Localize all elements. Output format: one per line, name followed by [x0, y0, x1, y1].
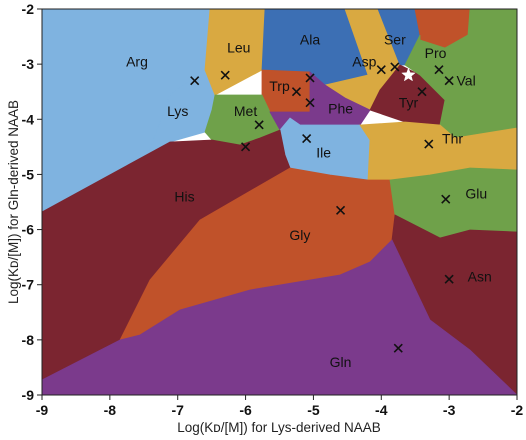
region-label-glu: Glu: [465, 186, 487, 202]
marker-asn: [444, 274, 454, 284]
plot-frame: [41, 8, 518, 396]
region-label-phe: Phe: [328, 100, 353, 116]
x-tick-label: -3: [443, 402, 456, 418]
region-label-his: His: [174, 188, 194, 204]
region-label-lys: Lys: [167, 103, 188, 119]
region-label-trp: Trp: [269, 78, 290, 94]
marker-thr: [424, 139, 434, 149]
region-val: [404, 9, 517, 139]
region-label-met: Met: [234, 103, 257, 119]
marker-val: [444, 76, 454, 86]
region-label-tyr: Tyr: [399, 95, 419, 111]
marker-trp: [291, 87, 302, 97]
region-label-asn: Asn: [468, 268, 492, 284]
data-markers: [190, 62, 454, 353]
y-tick-label: -3: [22, 56, 35, 72]
region-label-arg: Arg: [126, 53, 148, 69]
marker-ile: [302, 134, 312, 144]
y-axis-ticks: -2 -3 -4 -5 -6 -7 -8 -9: [22, 1, 42, 403]
region-label-pro: Pro: [425, 45, 447, 61]
y-tick-label: -4: [22, 111, 35, 127]
marker-his: [241, 142, 251, 152]
marker-phe: [305, 98, 315, 108]
marker-gln: [393, 343, 403, 353]
x-axis-label: Log(Kᴅ/[M]) for Lys-derived NAAB: [177, 420, 381, 435]
y-tick-label: -2: [22, 1, 35, 17]
x-tick-label: -4: [375, 402, 388, 418]
region-label-ser: Ser: [384, 31, 406, 47]
region-label-leu: Leu: [227, 40, 250, 56]
region-labels: Arg Lys Leu Ala Asp Ser Pro Trp Met Phe Tyr Val Ile T…: [126, 31, 492, 370]
marker-gly: [336, 205, 346, 215]
y-tick-label: -7: [22, 277, 35, 293]
x-tick-label: -2: [511, 402, 524, 418]
y-tick-label: -9: [22, 387, 35, 403]
x-tick-label: -6: [239, 402, 252, 418]
star-marker: [401, 67, 416, 82]
x-tick-label: -9: [36, 402, 49, 418]
region-label-ala: Ala: [300, 31, 320, 47]
x-tick-label: -7: [171, 402, 184, 418]
marker-met: [254, 120, 264, 130]
x-axis-ticks: -9 -8 -7 -6 -5 -4 -3 -2: [36, 395, 524, 418]
region-gln: [42, 239, 517, 395]
region-label-thr: Thr: [442, 131, 463, 147]
region-label-gln: Gln: [330, 354, 352, 370]
marker-ala: [305, 73, 315, 83]
y-tick-label: -6: [22, 222, 35, 238]
y-tick-label: -8: [22, 332, 35, 348]
marker-ser: [390, 62, 400, 72]
x-tick-label: -5: [307, 402, 320, 418]
region-label-gly: Gly: [289, 227, 310, 243]
marker-leu: [220, 70, 230, 80]
x-tick-label: -8: [104, 402, 117, 418]
marker-pro: [434, 65, 444, 75]
marker-tyr: [417, 87, 427, 97]
marker-glu: [441, 194, 451, 204]
y-tick-label: -5: [22, 166, 35, 182]
region-label-val: Val: [457, 73, 476, 89]
marker-lys: [190, 76, 200, 86]
region-label-asp: Asp: [352, 53, 376, 69]
y-axis-label: Log(Kᴅ/[M]) for Gln-derived NAAB: [6, 100, 21, 304]
region-label-ile: Ile: [316, 144, 331, 160]
region-leu: [204, 9, 266, 96]
marker-asp: [376, 65, 386, 75]
region-layer: [42, 9, 517, 395]
